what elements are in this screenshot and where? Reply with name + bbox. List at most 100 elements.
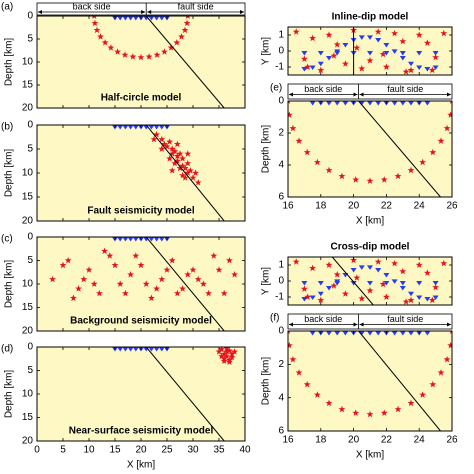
arrow-head (353, 322, 358, 327)
event-star (304, 63, 312, 70)
station (408, 61, 414, 67)
event-star (163, 266, 171, 273)
event-star (145, 53, 153, 60)
event-star (440, 29, 448, 37)
event-star (447, 341, 452, 349)
station (416, 295, 423, 301)
x-tick-label: 22 (381, 201, 393, 212)
station (326, 285, 332, 291)
station (342, 331, 349, 336)
plot-frame (287, 330, 453, 432)
plot-frame (287, 100, 453, 198)
event-star (379, 50, 387, 58)
station (391, 49, 398, 54)
event-star (380, 409, 388, 416)
event-star (210, 252, 218, 259)
event-star (303, 380, 311, 388)
y-tick-label: 0 (27, 11, 33, 22)
plot-frame (36, 346, 246, 442)
panel-title: Near-surface seismicity model (69, 426, 214, 437)
plot-area (37, 16, 245, 108)
station (424, 67, 431, 72)
event-star (352, 176, 360, 183)
station (375, 268, 382, 273)
event-star (338, 172, 346, 180)
station (148, 16, 155, 21)
event-star (183, 19, 191, 27)
station (132, 125, 139, 130)
event-star (218, 347, 226, 353)
x-tick-label: 25 (161, 445, 173, 456)
event-star (80, 275, 88, 283)
fault-line (145, 16, 225, 108)
y-tick-label: 5 (27, 255, 33, 266)
event-star (423, 269, 431, 276)
event-star (142, 280, 150, 287)
x-tick-label: 15 (109, 445, 121, 456)
surface-strip (36, 2, 246, 16)
event-star (163, 143, 171, 150)
event-star (168, 150, 176, 157)
event-star (350, 257, 358, 264)
y-tick-label: 5 (27, 144, 33, 155)
arrow-head (38, 10, 42, 14)
event-star (185, 16, 190, 19)
station (127, 125, 134, 130)
event-star (97, 33, 104, 40)
event-star (127, 271, 135, 278)
event-star (168, 145, 176, 152)
event-star (288, 341, 293, 349)
event-star (228, 350, 236, 357)
plot-frame (36, 124, 246, 222)
event-star (150, 135, 158, 143)
station (334, 279, 341, 284)
panel-label: (a) (1, 2, 13, 13)
y-tick-label: 20 (22, 216, 34, 227)
station (416, 51, 423, 56)
x-tick-label: 0 (34, 445, 40, 456)
station (408, 331, 414, 336)
event-star (107, 44, 115, 51)
plot-area (37, 237, 245, 331)
side-label: back side (73, 1, 111, 11)
event-star (153, 285, 161, 292)
station (158, 16, 165, 21)
marks (288, 101, 452, 197)
y-tick-label: 15 (22, 80, 34, 91)
panel: 0 5 10 15 20 Fault seismicity model (b) Depth [… (1, 120, 246, 227)
event-star (173, 157, 181, 164)
side-label: back side (304, 84, 342, 94)
y-tick-label: 5 (27, 365, 33, 376)
y-tick-label: 0 (278, 326, 284, 337)
event-star (380, 176, 388, 183)
event-star (325, 261, 333, 268)
y-tick-label: 10 (22, 57, 34, 68)
event-star (64, 256, 72, 264)
station (399, 55, 406, 61)
arrow-head (289, 322, 293, 327)
y-tick-label: 5 (27, 34, 33, 45)
event-star (179, 162, 187, 169)
event-star (428, 296, 436, 304)
station (391, 279, 398, 284)
y-tick-label: 1 (278, 30, 284, 41)
event-star (407, 66, 415, 74)
station (367, 331, 373, 336)
event-star (415, 31, 423, 38)
y-tick-label: 20 (22, 436, 34, 447)
marks (49, 237, 239, 331)
event-star (443, 124, 451, 132)
event-star (75, 285, 83, 292)
event-star (158, 145, 166, 152)
side-label: back side (304, 314, 342, 324)
event-star (325, 31, 333, 38)
x-tick-label: 20 (348, 201, 360, 212)
event-star (173, 140, 181, 148)
event-star (391, 259, 399, 267)
event-star (179, 155, 187, 162)
station (148, 347, 155, 352)
event-star (223, 348, 231, 355)
arrow-head (141, 10, 146, 14)
y-axis-label: Y [km] (261, 37, 272, 65)
